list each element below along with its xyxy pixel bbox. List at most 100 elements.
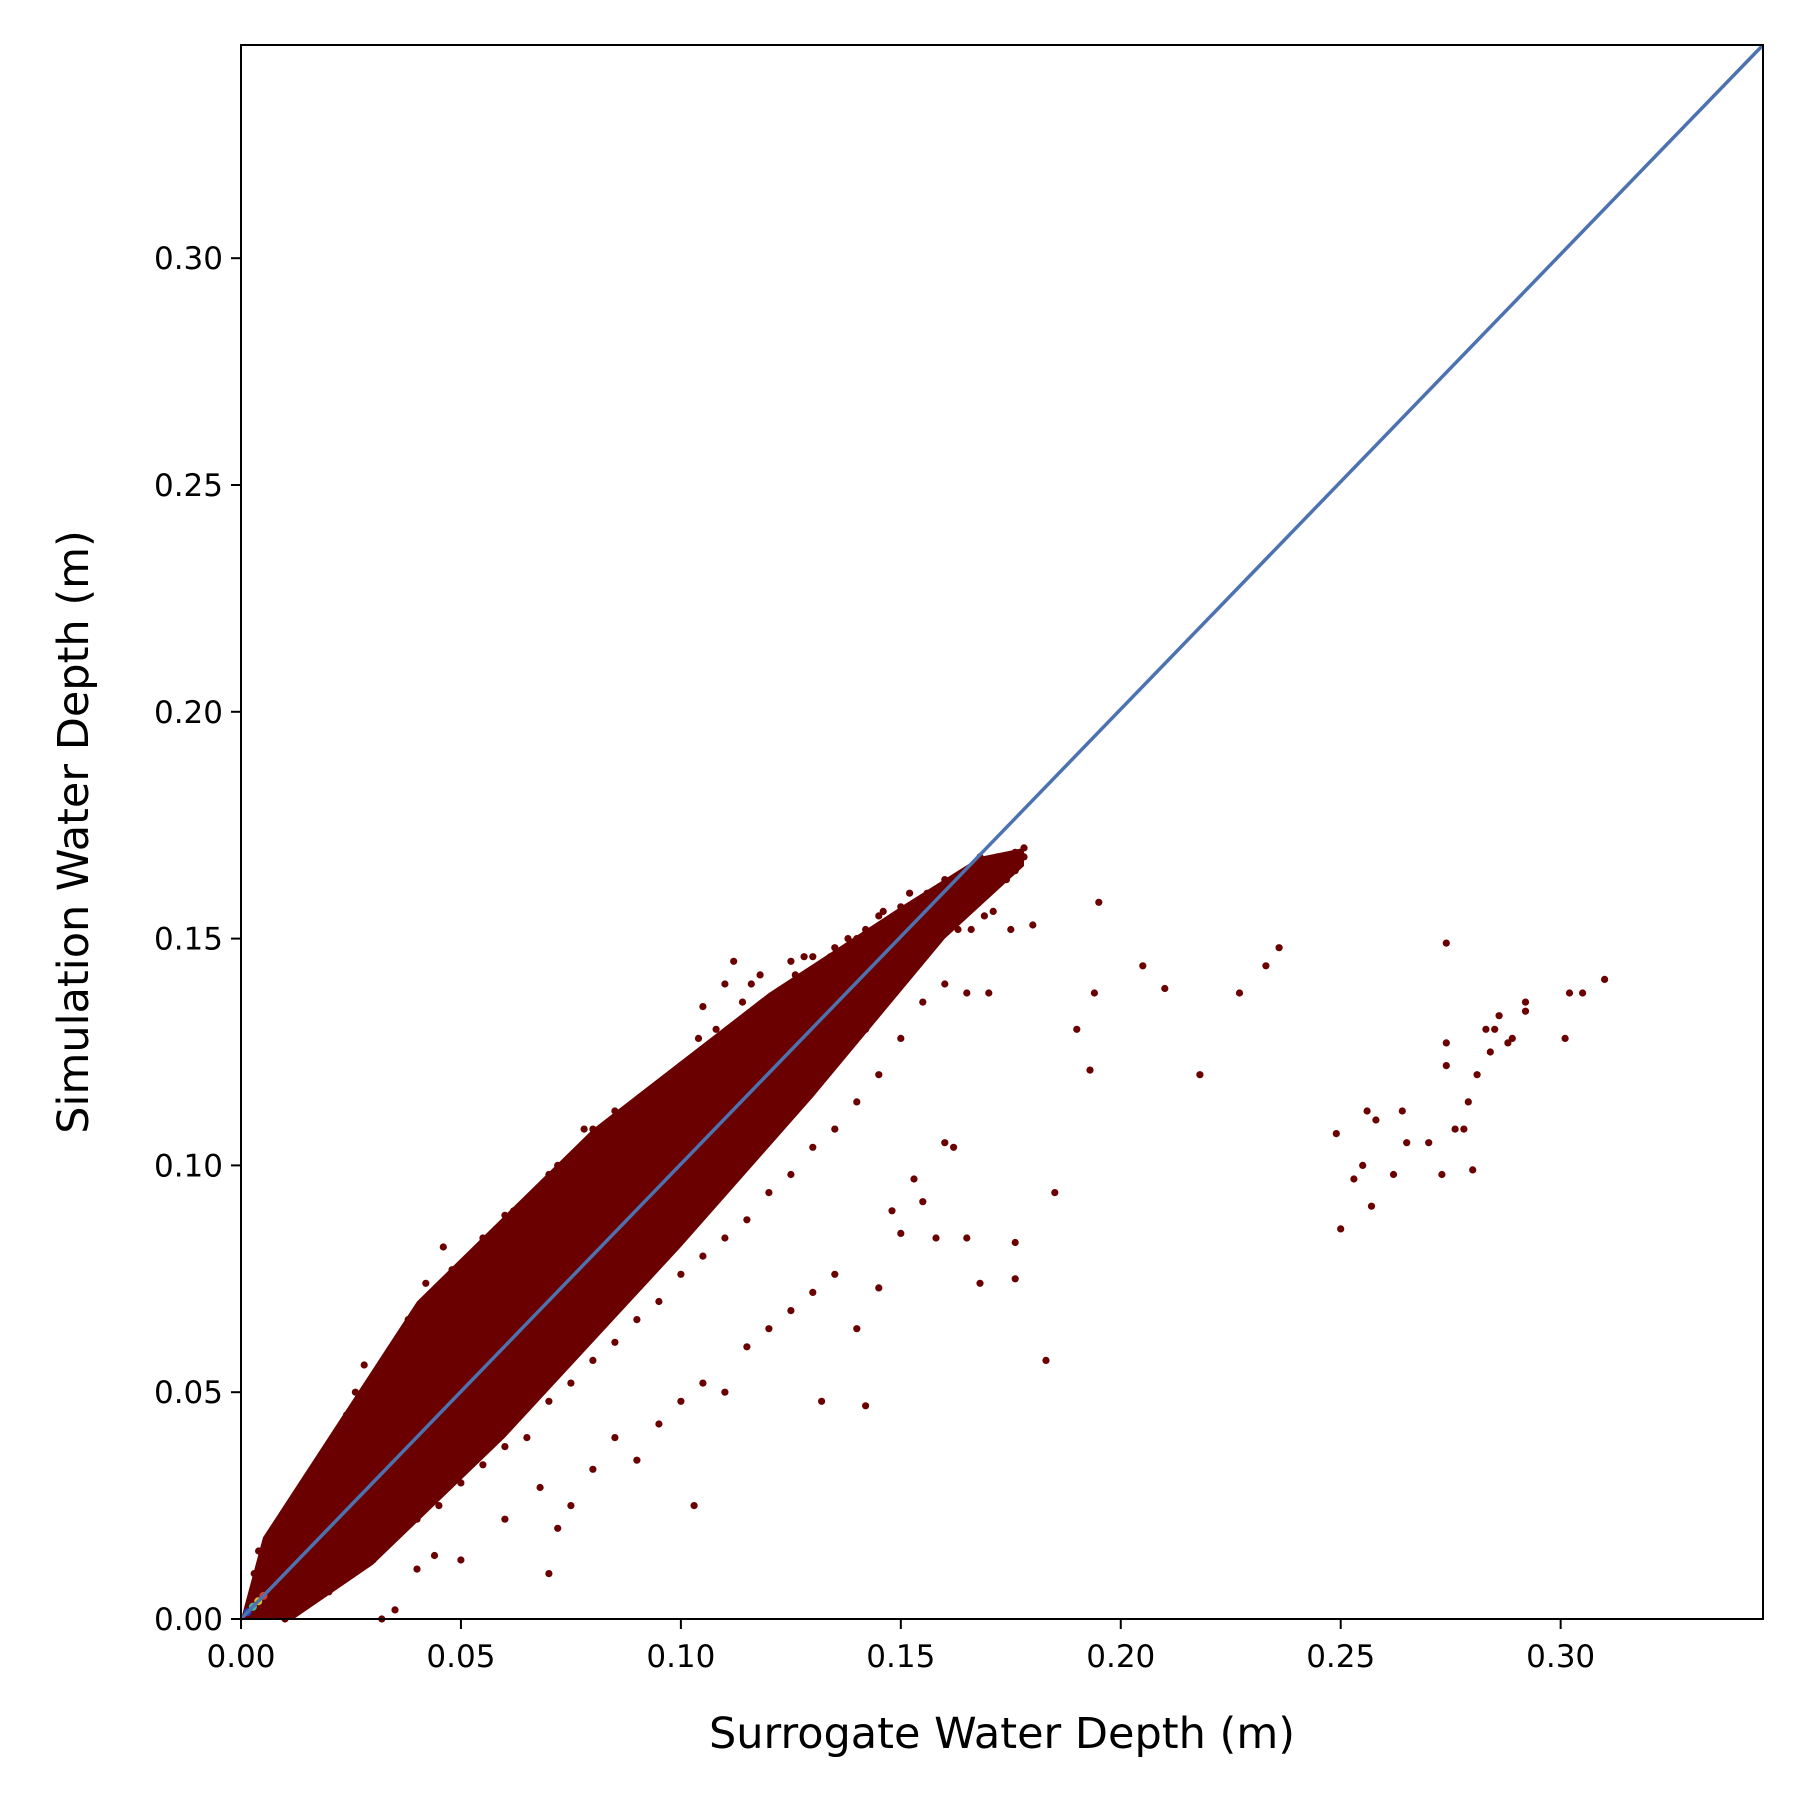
data-point: [1002, 853, 1011, 861]
data-point: [985, 862, 993, 870]
data-point: [1495, 1012, 1503, 1020]
data-point: [360, 1361, 368, 1369]
data-point: [879, 971, 887, 979]
data-point: [567, 1152, 575, 1160]
x-tick-label: 0.15: [866, 1639, 935, 1675]
data-point: [1389, 1170, 1398, 1179]
data-point: [831, 944, 839, 952]
data-point: [1504, 1039, 1512, 1047]
data-point: [1020, 853, 1028, 861]
data-point: [800, 1089, 808, 1097]
data-point: [545, 1316, 553, 1324]
data-point: [1442, 1062, 1450, 1070]
data-point: [800, 953, 808, 961]
data-point: [677, 1062, 685, 1070]
data-point: [862, 1402, 870, 1410]
data-point: [404, 1497, 412, 1505]
data-point: [387, 1379, 395, 1387]
data-point: [1579, 989, 1587, 997]
data-point: [870, 1007, 879, 1015]
data-point: [835, 1052, 843, 1061]
data-point: [782, 1107, 791, 1115]
data-point: [694, 1116, 703, 1124]
data-point: [967, 880, 975, 888]
data-point: [765, 1189, 773, 1197]
data-point: [963, 1234, 971, 1242]
data-point: [303, 1488, 311, 1496]
data-point: [303, 1592, 311, 1600]
data-point: [633, 1102, 641, 1110]
x-axis-label: Surrogate Water Depth (m): [709, 1709, 1295, 1759]
data-point: [1521, 1007, 1530, 1015]
data-point: [510, 1207, 518, 1215]
data-point: [712, 1179, 720, 1188]
data-point: [439, 1424, 447, 1433]
data-point: [369, 1556, 377, 1564]
data-point: [765, 1325, 773, 1333]
data-point: [699, 1003, 707, 1011]
data-point: [615, 1243, 623, 1251]
data-point: [862, 925, 870, 934]
data-point: [1508, 1034, 1516, 1042]
data-point: [250, 1570, 258, 1578]
data-point: [642, 1243, 650, 1251]
data-point: [413, 1565, 421, 1573]
data-point: [536, 1184, 544, 1192]
data-point: [826, 1025, 835, 1033]
data-point: [606, 1207, 615, 1215]
data-point: [325, 1456, 333, 1464]
data-point: [527, 1334, 535, 1342]
data-point: [730, 957, 738, 965]
data-point: [391, 1352, 399, 1360]
data-point: [448, 1452, 456, 1460]
data-point: [360, 1465, 368, 1473]
data-point: [875, 1284, 883, 1292]
data-point: [347, 1429, 355, 1437]
data-point: [1561, 1034, 1569, 1042]
data-point: [562, 1325, 571, 1333]
data-point: [422, 1279, 430, 1287]
data-point: [571, 1243, 579, 1251]
data-point: [1359, 1161, 1367, 1169]
data-point: [466, 1352, 474, 1360]
data-point: [721, 980, 729, 988]
data-point: [906, 907, 914, 916]
data-point: [919, 998, 927, 1006]
data-point: [910, 1175, 918, 1183]
data-point: [1011, 848, 1019, 857]
data-point: [787, 1170, 795, 1179]
data-point: [787, 1307, 795, 1315]
data-point: [545, 1397, 553, 1405]
data-point: [853, 953, 861, 961]
data-point: [914, 935, 923, 943]
data-point: [1491, 1025, 1499, 1033]
data-point: [272, 1561, 280, 1569]
data-point: [1235, 989, 1244, 997]
data-point: [501, 1211, 509, 1219]
data-point: [351, 1388, 359, 1396]
data-point: [589, 1125, 597, 1133]
data-point: [492, 1225, 500, 1233]
data-point: [307, 1524, 315, 1532]
data-point: [1363, 1107, 1371, 1115]
data-point: [391, 1606, 399, 1614]
data-point: [1275, 944, 1283, 952]
data-point: [554, 1161, 562, 1169]
data-point: [967, 925, 975, 934]
data-point: [554, 1261, 562, 1269]
data-point: [976, 1279, 984, 1287]
data-point: [611, 1338, 619, 1346]
data-point: [479, 1234, 487, 1242]
data-point: [501, 1443, 509, 1451]
data-point: [1403, 1139, 1411, 1147]
y-axis-label: Simulation Water Depth (m): [49, 530, 99, 1134]
data-point: [391, 1533, 399, 1541]
x-tick-label: 0.00: [206, 1639, 275, 1675]
y-tick-label: 0.15: [154, 922, 223, 958]
data-point: [818, 1397, 826, 1405]
data-point: [1521, 998, 1530, 1006]
data-point: [501, 1515, 509, 1523]
data-point: [650, 1207, 659, 1215]
data-point: [413, 1411, 421, 1419]
